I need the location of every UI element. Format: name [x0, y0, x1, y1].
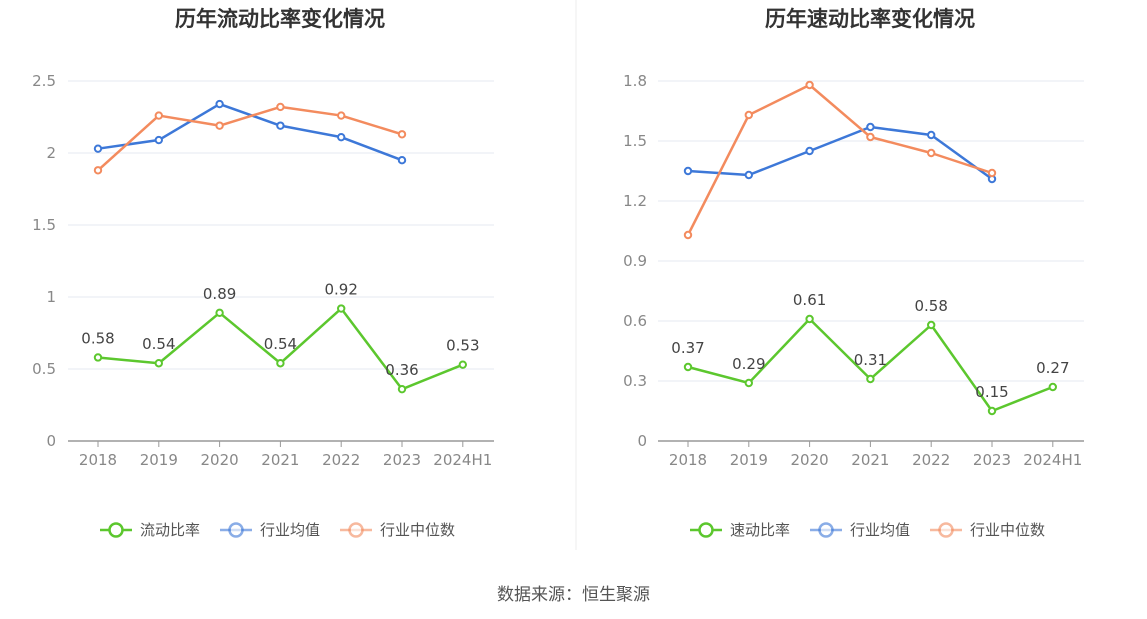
y-tick-label: 0: [46, 432, 56, 450]
legend-label: 行业均值: [260, 521, 320, 539]
data-point: [154, 135, 164, 145]
legend-marker: [938, 522, 954, 538]
y-tick-label: 2: [46, 144, 56, 162]
y-tick-label: 1.5: [32, 216, 56, 234]
data-point: [276, 359, 285, 368]
y-tick-label: 0.5: [32, 360, 56, 378]
data-label: 0.58: [914, 297, 947, 315]
data-label: 0.61: [793, 291, 826, 309]
data-point: [744, 378, 753, 388]
legend-label: 流动比率: [140, 521, 200, 539]
data-point: [276, 102, 285, 112]
y-tick-label: 0.6: [623, 312, 647, 330]
chart-title: 历年流动比率变化情况: [175, 7, 385, 31]
data-point: [805, 314, 814, 324]
data-point: [458, 360, 467, 369]
data-point: [866, 122, 875, 132]
data-label: 0.37: [671, 339, 704, 357]
data-point: [683, 166, 693, 176]
series-line: [687, 125, 993, 181]
data-label: 0.31: [854, 351, 887, 369]
x-tick-label: 2022: [322, 451, 360, 469]
y-tick-label: 1.8: [623, 72, 647, 90]
data-label: 0.54: [142, 335, 175, 353]
x-tick-label: 2022: [912, 451, 950, 469]
data-point: [744, 170, 753, 180]
data-point: [805, 146, 814, 156]
data-point: [93, 144, 103, 153]
source-note: 数据来源：恒生聚源: [497, 585, 650, 605]
data-label: 0.36: [385, 361, 418, 379]
y-tick-label: 2.5: [32, 72, 56, 90]
data-point: [154, 359, 164, 368]
chart-title: 历年速动比率变化情况: [765, 7, 975, 31]
data-point: [987, 168, 997, 178]
legend-marker: [818, 522, 834, 538]
legend-marker: [698, 522, 714, 538]
y-tick-label: 1.5: [623, 132, 647, 150]
x-tick-label: 2024H1: [1023, 451, 1082, 469]
data-point: [683, 230, 693, 240]
x-tick-label: 2021: [851, 451, 889, 469]
data-point: [744, 110, 753, 120]
y-tick-label: 1.2: [623, 192, 647, 210]
x-tick-label: 2018: [79, 451, 117, 469]
legend-label: 行业均值: [850, 521, 910, 539]
data-label: 0.27: [1036, 359, 1069, 377]
data-point: [927, 130, 936, 140]
data-point: [337, 304, 346, 313]
data-label: 0.15: [975, 383, 1008, 401]
y-tick-label: 1: [46, 288, 56, 306]
data-point: [93, 166, 103, 175]
data-point: [337, 111, 346, 120]
x-tick-label: 2023: [383, 451, 421, 469]
data-point: [397, 156, 407, 165]
series-line: [97, 105, 403, 172]
legend-marker: [348, 522, 364, 538]
x-tick-label: 2020: [791, 451, 829, 469]
data-label: 0.58: [81, 329, 114, 347]
legend-label: 行业中位数: [970, 521, 1045, 539]
data-label: 0.54: [264, 335, 297, 353]
data-point: [93, 353, 103, 362]
legend-marker: [108, 522, 124, 538]
data-point: [927, 320, 936, 330]
y-tick-label: 0: [637, 432, 647, 450]
data-label: 0.29: [732, 355, 765, 373]
data-point: [397, 384, 407, 394]
x-tick-label: 2019: [730, 451, 768, 469]
data-point: [215, 308, 224, 318]
data-point: [276, 121, 285, 130]
y-tick-label: 0.9: [623, 252, 647, 270]
data-point: [866, 132, 875, 142]
series-line: [686, 83, 993, 236]
data-point: [866, 374, 875, 384]
data-point: [987, 406, 997, 416]
data-point: [154, 111, 164, 120]
data-point: [215, 99, 224, 109]
data-point: [927, 148, 936, 158]
x-tick-label: 2024H1: [433, 451, 492, 469]
data-label: 0.89: [203, 285, 236, 303]
legend-marker: [228, 522, 244, 538]
data-point: [337, 132, 346, 142]
x-tick-label: 2021: [261, 451, 299, 469]
data-point: [805, 80, 814, 90]
legend-label: 速动比率: [730, 521, 790, 539]
y-tick-label: 0.3: [623, 372, 647, 390]
series-line: [97, 102, 403, 162]
x-tick-label: 2020: [201, 451, 239, 469]
x-tick-label: 2023: [973, 451, 1011, 469]
data-point: [397, 130, 407, 139]
data-point: [1048, 382, 1058, 392]
data-label: 0.53: [446, 337, 479, 355]
data-point: [215, 121, 224, 130]
x-tick-label: 2019: [140, 451, 178, 469]
x-tick-label: 2018: [669, 451, 707, 469]
data-label: 0.92: [324, 281, 357, 299]
data-point: [683, 362, 693, 372]
legend-label: 行业中位数: [380, 521, 455, 539]
